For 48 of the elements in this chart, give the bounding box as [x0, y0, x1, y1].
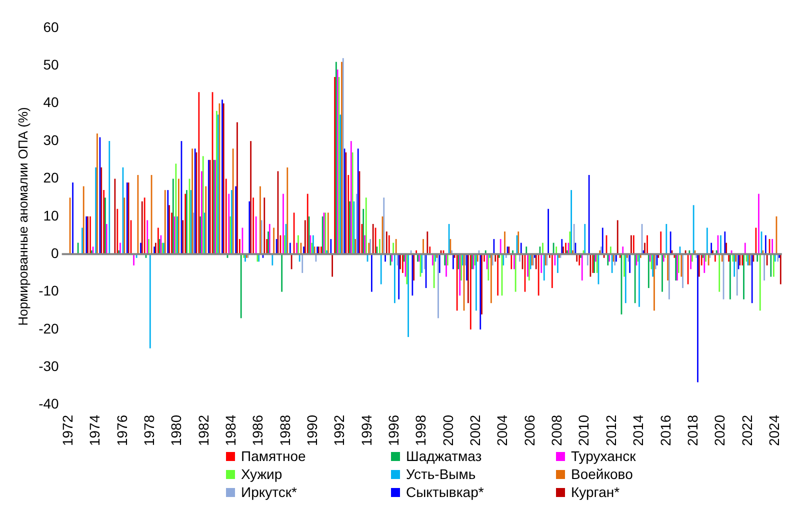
- y-tick-label: -40: [38, 396, 60, 412]
- x-tick-label: 1990: [304, 414, 320, 446]
- legend-label: Хужир: [241, 466, 282, 482]
- legend-label: Сыктывкар*: [406, 484, 484, 500]
- x-tick-label: 2002: [467, 414, 484, 446]
- legend-label: Воейково: [571, 466, 633, 482]
- x-tick-label: 1984: [222, 414, 239, 446]
- x-tick-label: 2022: [738, 414, 755, 446]
- legend-label: Иркутск*: [241, 484, 297, 500]
- x-tick-label: 1992: [331, 414, 348, 446]
- x-tick-label: 1972: [59, 414, 76, 446]
- legend-label: Курган*: [571, 484, 620, 500]
- x-tick-label: 1974: [86, 414, 103, 446]
- x-tick-label: 2004: [494, 414, 510, 446]
- x-tick-label: 1988: [276, 414, 293, 446]
- x-tick-label: 2008: [548, 414, 565, 446]
- x-tick-label: 1996: [386, 414, 402, 446]
- x-tick-label: 1982: [195, 414, 212, 446]
- y-axis-title: Нормированные аномалии ОПА (%): [15, 107, 30, 326]
- x-tick-label: 2020: [712, 414, 728, 446]
- y-tick-label: 40: [43, 94, 60, 110]
- x-tick-label: 2024: [766, 414, 782, 446]
- legend-label: Памятное: [241, 448, 306, 464]
- x-tick-label: 2018: [684, 414, 700, 446]
- y-tick-label: 10: [43, 207, 60, 224]
- legend-label: Усть-Вымь: [406, 466, 476, 482]
- x-tick-label: 2000: [440, 414, 456, 446]
- y-tick-label: -30: [38, 358, 60, 374]
- y-tick-label: 0: [51, 244, 60, 261]
- x-tick-label: 1994: [358, 414, 374, 446]
- legend-label: Туруханск: [571, 448, 636, 464]
- y-tick-label: 30: [43, 132, 60, 148]
- x-tick-label: 2016: [657, 414, 674, 446]
- x-tick-label: 1978: [141, 414, 157, 446]
- x-tick-label: 1976: [114, 414, 130, 446]
- x-tick-label: 2012: [602, 414, 619, 446]
- y-tick-label: -20: [38, 320, 60, 336]
- y-tick-label: 60: [43, 18, 60, 35]
- x-tick-label: 2014: [630, 414, 646, 446]
- x-tick-label: 1980: [168, 414, 184, 446]
- x-tick-label: 1998: [412, 414, 429, 446]
- x-tick-label: 1986: [250, 414, 266, 446]
- legend-label: Шаджатмаз: [406, 448, 482, 464]
- y-tick-label: 20: [43, 170, 60, 186]
- x-tick-label: 2010: [576, 414, 592, 446]
- y-tick-label: -10: [38, 282, 60, 299]
- x-tick-label: 2006: [521, 414, 538, 446]
- y-tick-label: 50: [43, 56, 60, 73]
